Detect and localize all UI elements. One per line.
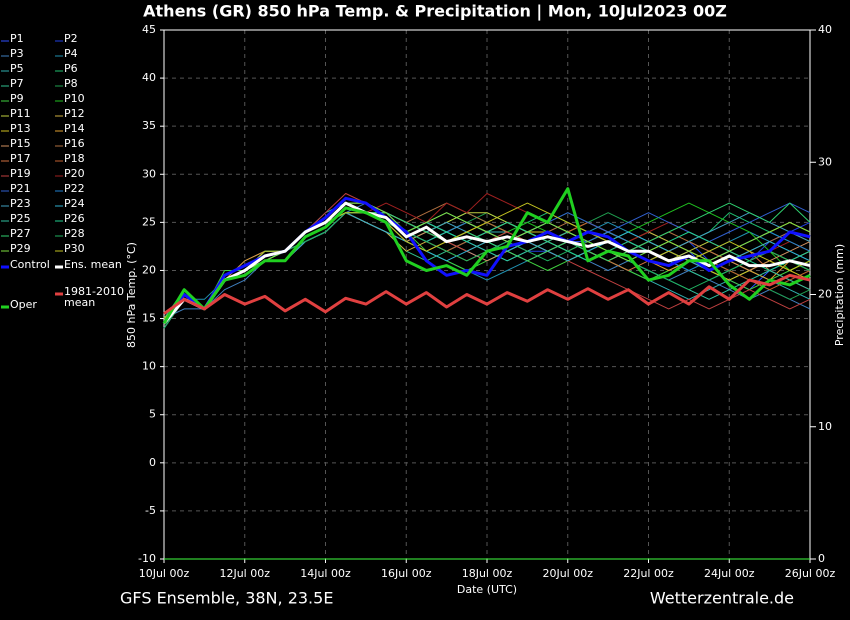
legend-label: P25	[10, 212, 31, 225]
legend-label: P29	[10, 242, 31, 255]
legend-label: P26	[64, 212, 85, 225]
y-tick-label: 25	[142, 215, 156, 228]
series-line	[163, 202, 811, 319]
legend-label-line: mean	[64, 296, 95, 309]
legend-label: P18	[64, 152, 85, 165]
y-tick-label: 0	[149, 456, 156, 469]
legend-label: P14	[64, 122, 85, 135]
legend-label: P27	[10, 227, 31, 240]
y-tick-label: 45	[142, 23, 156, 36]
x-tick-label: 16Jul 00z	[381, 567, 432, 580]
y2-tick-label: 20	[818, 288, 832, 301]
legend-label: P20	[64, 167, 85, 180]
series-line	[163, 202, 811, 319]
legend-label: P5	[10, 62, 24, 75]
legend-label: P6	[64, 62, 78, 75]
x-tick-label: 24Jul 00z	[704, 567, 755, 580]
legend-label: P17	[10, 152, 31, 165]
y-tick-label: 5	[149, 408, 156, 421]
chart-title: Athens (GR) 850 hPa Temp. & Precipitatio…	[143, 2, 727, 22]
legend-label: P1	[10, 32, 24, 45]
y-tick-label: 20	[142, 263, 156, 276]
y-tick-label: 35	[142, 119, 156, 132]
legend-label: P4	[64, 47, 78, 60]
legend-label: P28	[64, 227, 85, 240]
y2-axis-label: Precipitation (mm)	[833, 244, 846, 346]
legend-label: P13	[10, 122, 31, 135]
legend-label: Ens. mean	[64, 258, 122, 271]
legend-label: P11	[10, 107, 31, 120]
x-tick-label: 22Jul 00z	[623, 567, 674, 580]
y-tick-label: 10	[142, 360, 156, 373]
legend-label: P15	[10, 137, 31, 150]
x-tick-label: 18Jul 00z	[462, 567, 513, 580]
legend-label: P30	[64, 242, 85, 255]
legend-label: 1981-2010 mean	[64, 285, 124, 309]
legend-label: P3	[10, 47, 24, 60]
x-tick-label: 12Jul 00z	[219, 567, 270, 580]
footer-source: GFS Ensemble, 38N, 23.5E	[120, 589, 333, 608]
y-tick-label: 15	[142, 312, 156, 325]
y-tick-label: 30	[142, 167, 156, 180]
legend-label: P19	[10, 167, 31, 180]
y2-tick-label: 40	[818, 23, 832, 36]
legend-label: P21	[10, 182, 31, 195]
series-line	[162, 201, 811, 325]
series-line	[163, 273, 811, 315]
legend-label: P7	[10, 77, 24, 90]
legend-label: Oper	[10, 298, 37, 311]
x-axis-label: Date (UTC)	[457, 583, 517, 596]
y2-tick-label: 10	[818, 420, 832, 433]
footer-site: Wetterzentrale.de	[650, 589, 794, 608]
legend-label: P8	[64, 77, 78, 90]
y2-tick-label: 30	[818, 155, 832, 168]
legend-label: Control	[10, 258, 50, 271]
x-tick-label: 26Jul 00z	[785, 567, 836, 580]
x-tick-label: 10Jul 00z	[139, 567, 190, 580]
legend-label: P9	[10, 92, 24, 105]
y-axis-label: 850 hPa Temp. (°C)	[125, 242, 138, 348]
legend-label: P2	[64, 32, 78, 45]
x-tick-label: 20Jul 00z	[542, 567, 593, 580]
legend-label: P23	[10, 197, 31, 210]
y-tick-label: 40	[142, 71, 156, 84]
legend-label: P12	[64, 107, 85, 120]
x-tick-label: 14Jul 00z	[300, 567, 351, 580]
y2-tick-label: 0	[818, 552, 825, 565]
y-tick-label: -10	[138, 552, 156, 565]
legend-label: P24	[64, 197, 85, 210]
legend-label: P10	[64, 92, 85, 105]
y-tick-label: -5	[145, 504, 156, 517]
legend-label: P16	[64, 137, 85, 150]
series-line	[162, 187, 811, 325]
legend-label-line: 1981-2010	[64, 285, 124, 298]
legend-label: P22	[64, 182, 85, 195]
